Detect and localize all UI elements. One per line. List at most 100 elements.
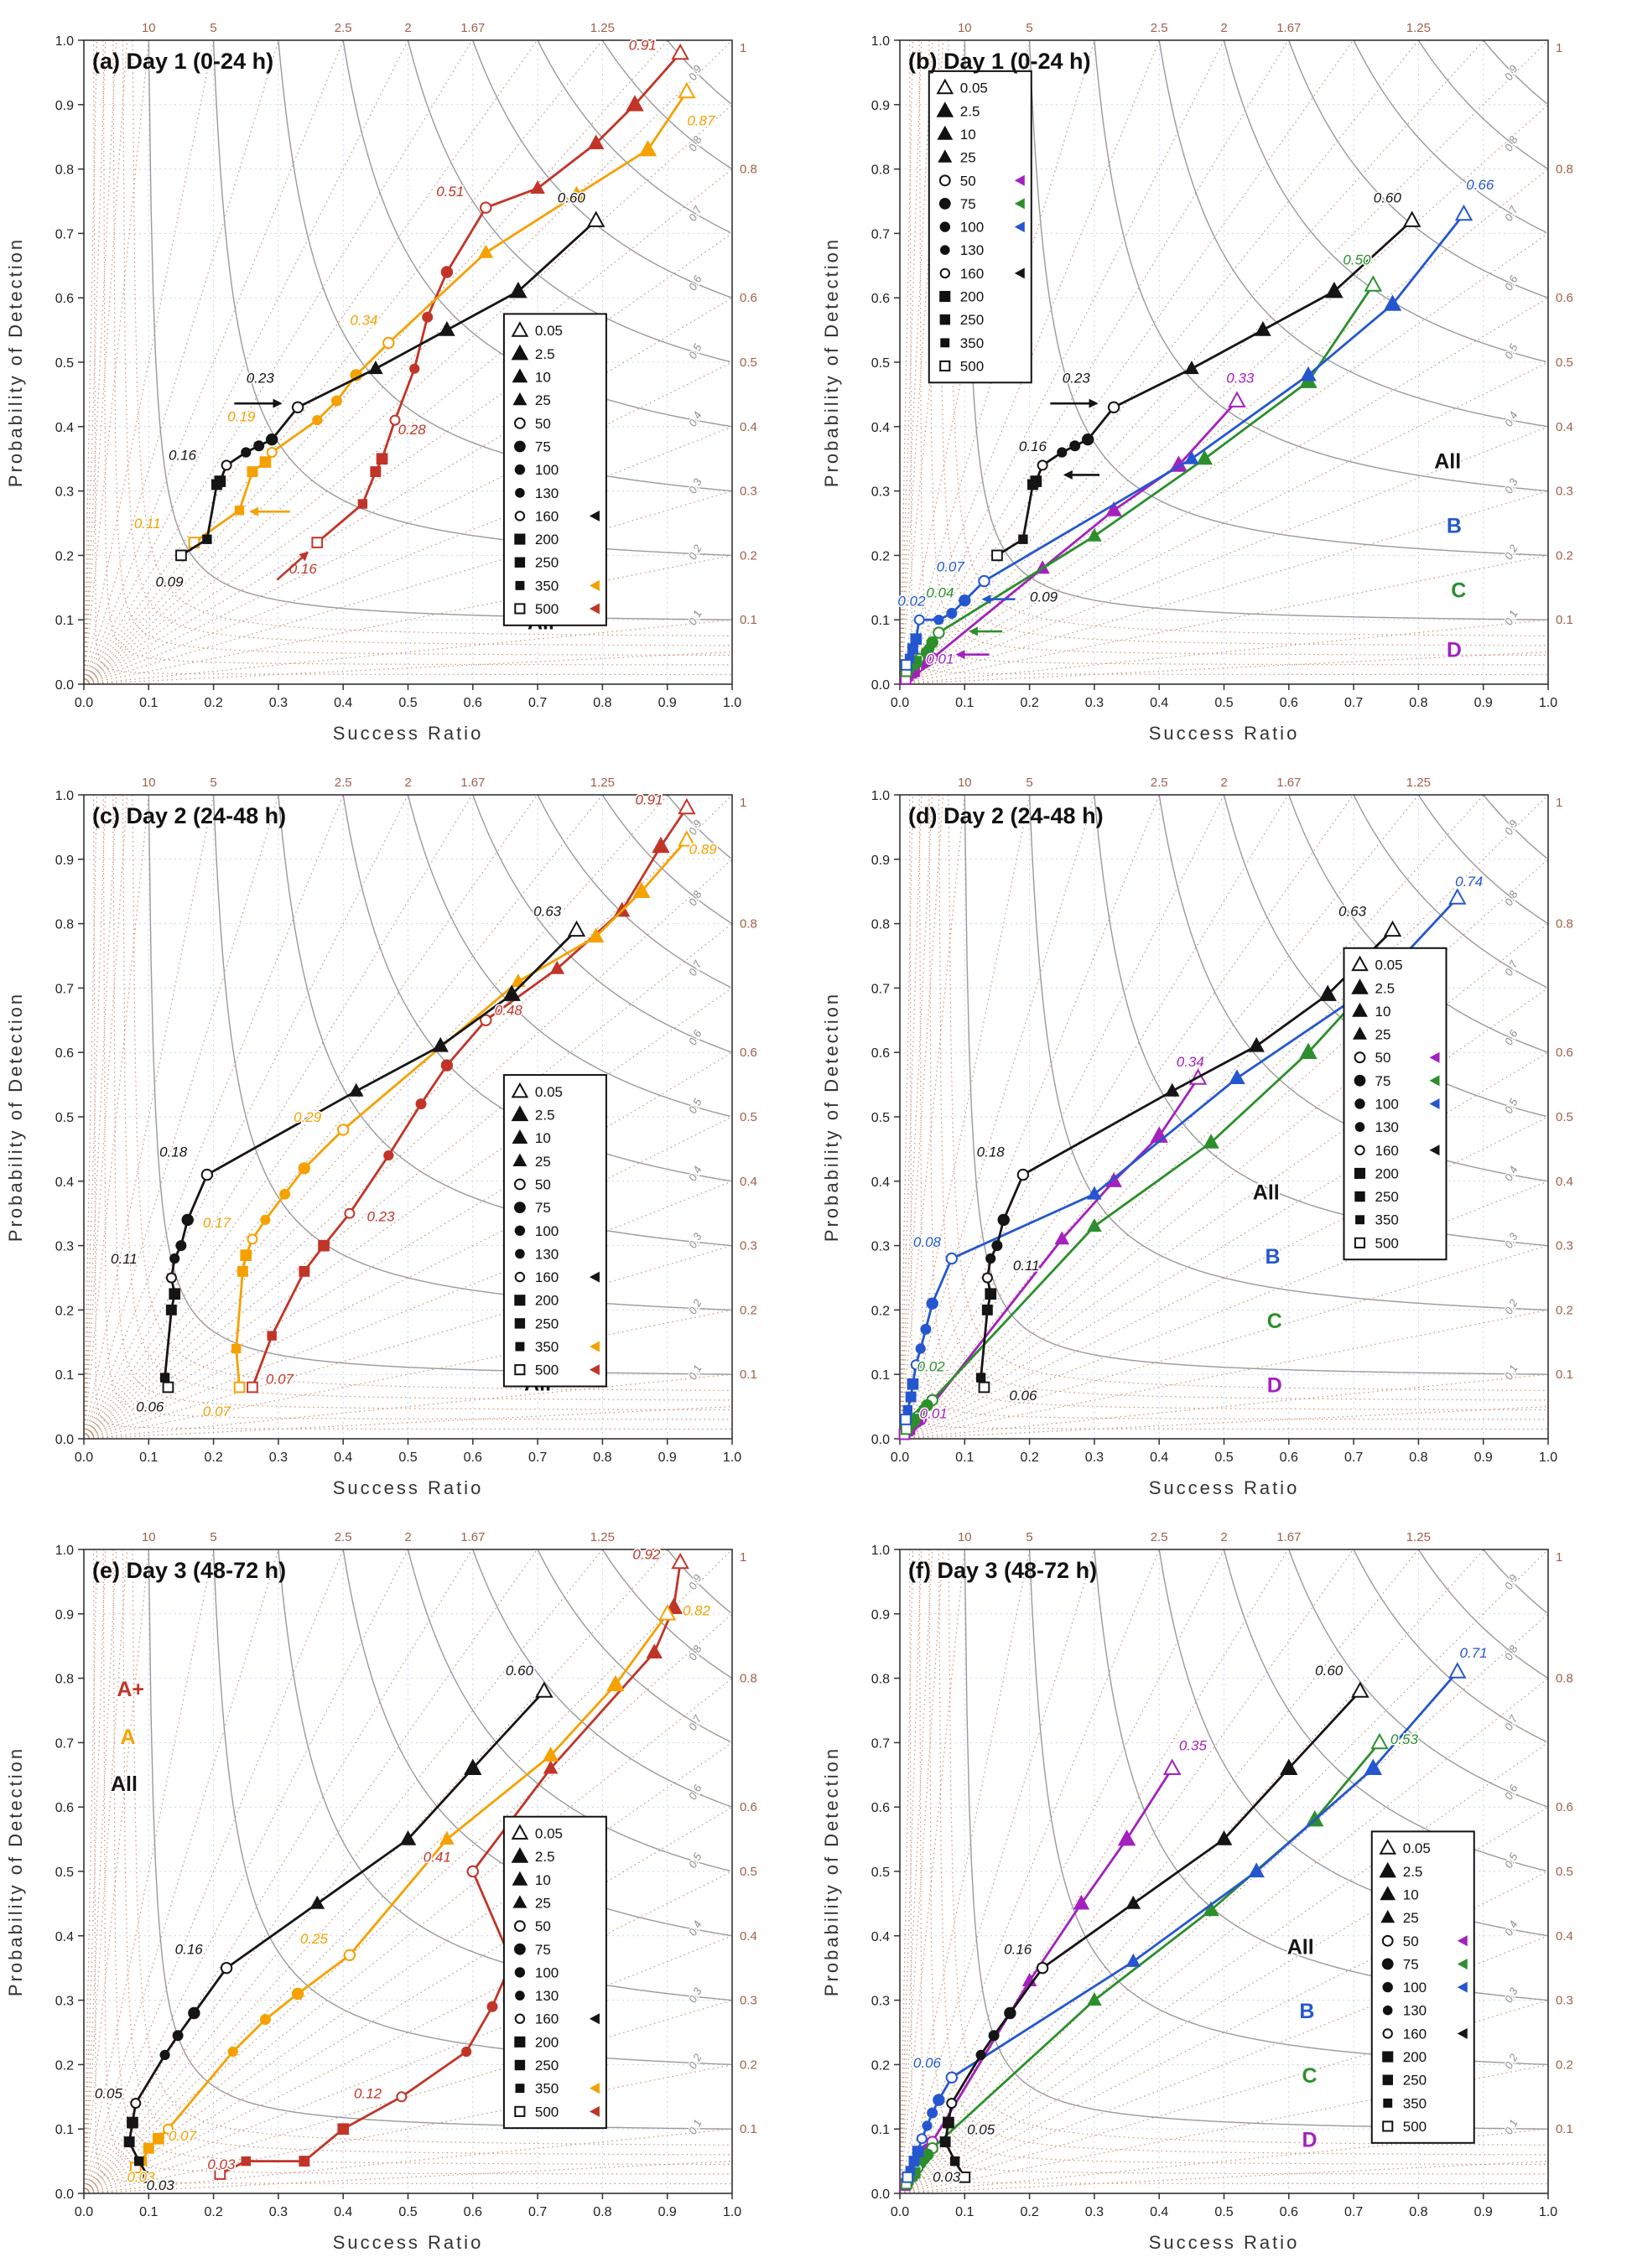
svg-text:0.07: 0.07 (266, 1372, 294, 1388)
svg-text:0.6: 0.6 (740, 1046, 757, 1060)
svg-text:0.5: 0.5 (55, 1111, 74, 1125)
legend-threshold: 500 (960, 358, 984, 374)
svg-text:1.67: 1.67 (460, 21, 485, 35)
series-b (902, 1662, 1467, 2183)
x-axis-label: Success Ratio (333, 2232, 484, 2253)
svg-text:0.2: 0.2 (204, 1451, 222, 1465)
csi-label: 0.7 (1502, 204, 1520, 224)
svg-text:C: C (1451, 579, 1466, 602)
csi-label: 0.1 (1502, 1362, 1520, 1382)
legend-threshold: 50 (1403, 1933, 1419, 1949)
series-d (900, 391, 1246, 685)
svg-text:0.1: 0.1 (139, 696, 158, 710)
svg-text:0.02: 0.02 (897, 593, 926, 609)
series-all (939, 1681, 1370, 2183)
legend: 0.05 2.5 10 25 50 75 100 130 160 200 250 350 500 (1343, 947, 1447, 1261)
legend: 0.05 2.5 10 25 50 75 100 130 160 200 250 350 500 (928, 70, 1032, 384)
svg-text:0.3: 0.3 (1085, 1451, 1104, 1465)
svg-text:0.3: 0.3 (871, 485, 890, 500)
svg-text:0.1: 0.1 (871, 614, 890, 628)
svg-text:0.74: 0.74 (1455, 874, 1483, 890)
legend-threshold: 160 (1375, 1143, 1399, 1159)
svg-text:0.5: 0.5 (871, 356, 890, 371)
legend-threshold: 100 (535, 462, 559, 478)
panel-b: 0.1 0.2 0.3 0.4 0.5 0.6 0.7 0.8 0.9 10 5 2.5 2 1.67 1.… (816, 0, 1632, 755)
svg-text:1.25: 1.25 (1406, 1530, 1431, 1544)
svg-text:0.9: 0.9 (658, 696, 677, 710)
svg-text:0.23: 0.23 (247, 371, 275, 387)
svg-text:0.3: 0.3 (55, 1240, 74, 1254)
svg-text:0.29: 0.29 (294, 1109, 322, 1125)
svg-text:2: 2 (1220, 776, 1227, 790)
svg-text:1.0: 1.0 (55, 1544, 74, 1558)
svg-text:0.8: 0.8 (740, 163, 757, 177)
svg-text:0.1: 0.1 (955, 2205, 974, 2219)
svg-text:0.19: 0.19 (227, 409, 256, 425)
legend: 0.05 2.5 10 25 50 75 100 130 160 200 250 350 500 (502, 1074, 607, 1388)
svg-text:0.0: 0.0 (871, 678, 890, 693)
legend-arrow-green (1457, 1958, 1468, 1970)
svg-text:0.0: 0.0 (75, 2205, 93, 2219)
svg-text:1.0: 1.0 (871, 789, 890, 803)
series-all (991, 210, 1422, 562)
svg-text:2.5: 2.5 (1151, 1530, 1168, 1544)
csi-label: 0.2 (1502, 2051, 1520, 2071)
svg-text:0.16: 0.16 (169, 448, 197, 464)
svg-text:0.60: 0.60 (1374, 190, 1402, 206)
svg-text:0.60: 0.60 (1315, 1663, 1344, 1679)
panel-title: (d) Day 2 (24-48 h) (908, 803, 1104, 828)
svg-text:1.67: 1.67 (1276, 776, 1301, 790)
svg-text:0.1: 0.1 (740, 2122, 757, 2136)
legend-threshold: 10 (535, 1130, 551, 1146)
svg-text:0.2: 0.2 (871, 549, 890, 563)
series-a (188, 81, 696, 548)
svg-text:0.9: 0.9 (1474, 2205, 1493, 2219)
svg-text:0.2: 0.2 (55, 549, 74, 563)
legend-threshold: 160 (535, 1269, 559, 1285)
svg-text:0.23: 0.23 (1063, 371, 1091, 387)
legend-threshold: 50 (535, 1176, 551, 1192)
legend-threshold: 75 (535, 1942, 551, 1958)
csi-label: 0.3 (1502, 475, 1520, 496)
performance-diagram-b: 0.1 0.2 0.3 0.4 0.5 0.6 0.7 0.8 0.9 10 5 2.5 2 1.67 1.… (821, 21, 1573, 744)
svg-text:0.6: 0.6 (464, 1451, 482, 1465)
legend-arrow-red (589, 603, 600, 615)
svg-text:0.6: 0.6 (1556, 291, 1573, 305)
csi-contours: 0.10.20.30.40.50.60.70.80.9 (148, 794, 733, 1383)
svg-text:0.48: 0.48 (495, 1003, 523, 1019)
svg-text:0.0: 0.0 (55, 678, 74, 693)
legend-threshold: 250 (535, 2058, 559, 2073)
svg-text:0.0: 0.0 (891, 696, 909, 710)
legend-threshold: 10 (1375, 1004, 1391, 1020)
legend-threshold: 350 (535, 1339, 559, 1355)
legend-threshold: 2.5 (960, 103, 980, 119)
legend-threshold: 500 (535, 2104, 559, 2120)
svg-text:0.2: 0.2 (55, 1304, 74, 1318)
legend-threshold: 25 (960, 150, 976, 166)
svg-text:0.8: 0.8 (1409, 2205, 1427, 2219)
svg-text:0.41: 0.41 (424, 1849, 451, 1865)
svg-text:0.11: 0.11 (111, 1251, 138, 1267)
legend-threshold: 350 (535, 2081, 559, 2097)
svg-text:0.8: 0.8 (871, 918, 890, 932)
svg-text:C: C (1302, 2064, 1318, 2088)
svg-text:0.5: 0.5 (871, 1866, 890, 1880)
callout-arrows (234, 398, 309, 581)
svg-text:0.5: 0.5 (55, 1866, 74, 1880)
bias-labels: 10 5 2.5 2 1.67 1.25 1 0.8 0.6 0.5 0.4 0.3 0.2 0.1 (958, 21, 1573, 627)
panel-a: 0.1 0.2 0.3 0.4 0.5 0.6 0.7 0.8 0.9 10 5 2.5 2 1.67 1.… (0, 0, 816, 755)
svg-text:10: 10 (142, 1530, 156, 1544)
svg-text:0.5: 0.5 (871, 1111, 890, 1125)
svg-text:All: All (1287, 1935, 1314, 1959)
point-annotations: 0.92 0.82 0.60 0.41 0.25 0.16 0.12 0.05 0.07 0.03… (93, 1545, 712, 2195)
svg-text:0.5: 0.5 (740, 356, 757, 370)
svg-text:0.63: 0.63 (533, 903, 562, 919)
bias-labels: 10 5 2.5 2 1.67 1.25 1 0.8 0.6 0.5 0.4 0.3 0.2 0.1 (142, 1530, 757, 2136)
svg-text:0.6: 0.6 (1556, 1046, 1573, 1060)
legend-threshold: 100 (1403, 1980, 1427, 1996)
csi-label: 0.6 (686, 1027, 704, 1047)
legend-threshold: 100 (535, 1964, 559, 1980)
svg-text:0.1: 0.1 (955, 1451, 974, 1465)
svg-text:0.9: 0.9 (658, 2205, 677, 2219)
